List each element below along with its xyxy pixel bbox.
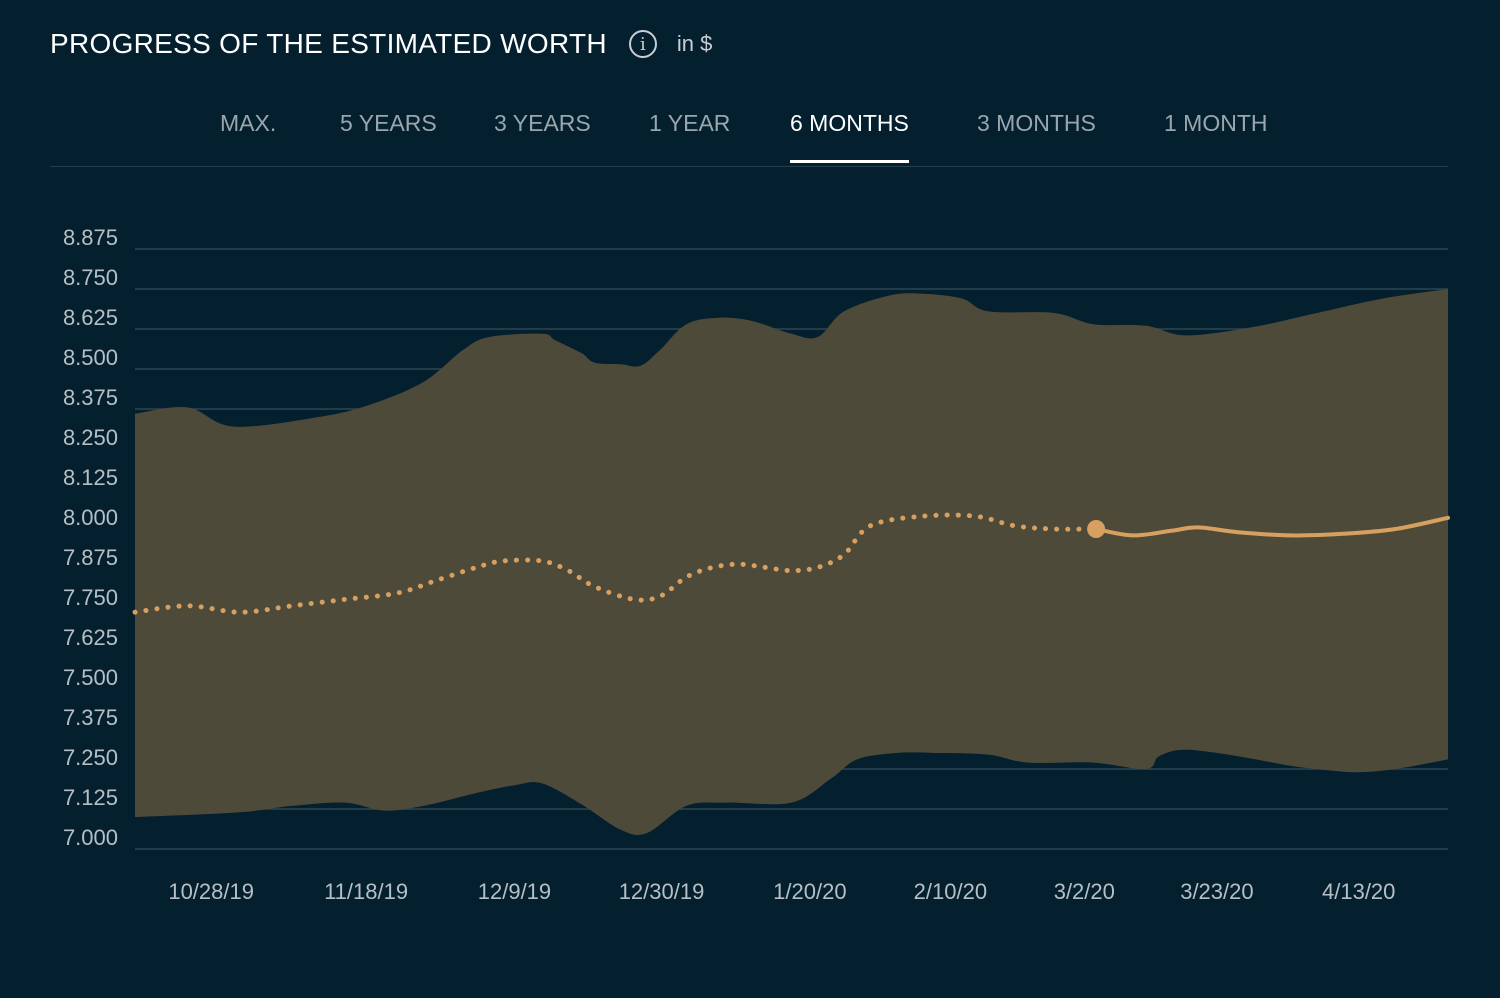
y-tick-label: 7.250 — [63, 745, 118, 770]
x-tick-label: 1/20/20 — [773, 879, 846, 904]
tab-3-months[interactable]: 3 MONTHS — [977, 110, 1096, 136]
confidence-band — [135, 289, 1448, 836]
x-axis-ticks: 10/28/19 11/18/19 12/9/19 12/30/19 1/20/20 2/… — [168, 879, 1395, 904]
recent-line — [1094, 515, 1450, 538]
y-tick-label: 8.750 — [63, 265, 118, 290]
x-tick-label: 12/9/19 — [478, 879, 551, 904]
unit-label: in $ — [676, 31, 713, 56]
x-tick-label: 11/18/19 — [324, 879, 408, 904]
y-tick-label: 8.250 — [63, 425, 118, 450]
y-tick-label: 7.000 — [63, 825, 118, 850]
range-tabs: MAX. 5 YEARS 3 YEARS 1 YEAR 6 MONTHS 3 M… — [50, 96, 1448, 167]
x-tick-label: 4/13/20 — [1322, 879, 1395, 904]
x-tick-label: 2/10/20 — [914, 879, 987, 904]
y-tick-label: 7.625 — [63, 625, 118, 650]
tab-1-month[interactable]: 1 MONTH — [1164, 110, 1268, 136]
x-tick-label: 10/28/19 — [168, 879, 254, 904]
y-tick-label: 7.375 — [63, 705, 118, 730]
x-tick-label: 3/23/20 — [1180, 879, 1253, 904]
y-tick-label: 8.125 — [63, 465, 118, 490]
y-axis-ticks: 8.875 8.750 8.625 8.500 8.375 8.250 8.125 8.000… — [63, 225, 118, 850]
chart-header: PROGRESS OF THE ESTIMATED WORTH i in $ — [50, 22, 712, 66]
y-tick-label: 8.500 — [63, 345, 118, 370]
x-tick-label: 12/30/19 — [619, 879, 705, 904]
band-area — [135, 289, 1448, 836]
page-title: PROGRESS OF THE ESTIMATED WORTH — [50, 28, 607, 59]
y-tick-label: 7.750 — [63, 585, 118, 610]
y-tick-label: 8.000 — [63, 505, 118, 530]
tab-1-year[interactable]: 1 YEAR — [649, 110, 731, 136]
tab-3-years[interactable]: 3 YEARS — [494, 110, 591, 136]
info-icon[interactable]: i — [628, 30, 657, 58]
tab-max[interactable]: MAX. — [220, 110, 277, 136]
tab-5-years[interactable]: 5 YEARS — [340, 110, 437, 136]
y-tick-label: 7.500 — [63, 665, 118, 690]
y-tick-label: 8.375 — [63, 385, 118, 410]
history-line — [132, 512, 1099, 615]
y-tick-label: 7.125 — [63, 785, 118, 810]
y-tick-label: 7.875 — [63, 545, 118, 570]
tab-6-months[interactable]: 6 MONTHS — [790, 110, 909, 163]
worth-lines — [132, 512, 1450, 615]
y-tick-label: 8.625 — [63, 305, 118, 330]
x-tick-label: 3/2/20 — [1054, 879, 1115, 904]
y-tick-label: 8.875 — [63, 225, 118, 250]
current-value-marker[interactable] — [1087, 520, 1106, 538]
